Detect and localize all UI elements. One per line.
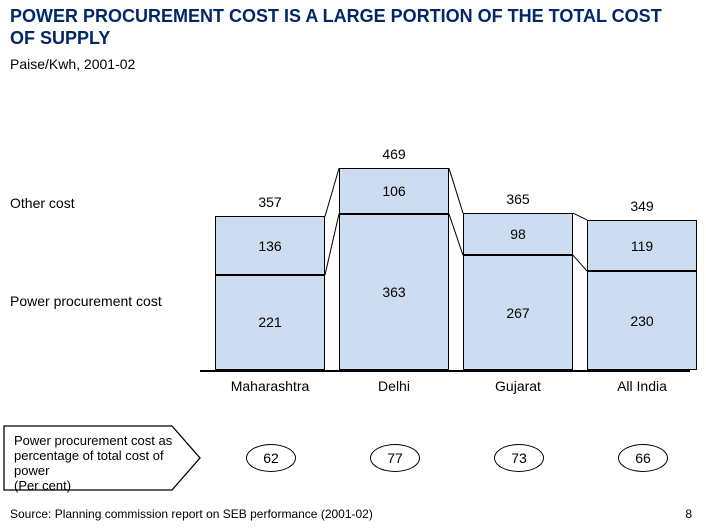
pct-oval: 66 — [618, 444, 668, 472]
pct-oval: 77 — [370, 444, 420, 472]
pct-label-box: Power procurement cost as percentage of … — [8, 430, 190, 498]
row-label-power-proc: Power procurement cost — [10, 293, 162, 309]
category-label: All India — [587, 378, 697, 394]
bar-group: 349119230All India — [587, 80, 697, 370]
category-label: Maharashtra — [215, 378, 325, 394]
bar-seg-other-cost: 119 — [587, 220, 697, 271]
pct-label-unit: (Per cent) — [14, 478, 71, 493]
page-number: 8 — [685, 507, 692, 521]
bar-seg-other-cost: 136 — [215, 216, 325, 274]
bar-group: 469106363Delhi — [339, 80, 449, 370]
pct-oval: 73 — [494, 444, 544, 472]
bar-group: 357136221Maharashtra — [215, 80, 325, 370]
page-title: POWER PROCUREMENT COST IS A LARGE PORTIO… — [10, 6, 670, 49]
bar-total-label: 365 — [463, 191, 573, 207]
bar-seg-power-proc: 363 — [339, 214, 449, 370]
bar-total-label: 357 — [215, 194, 325, 210]
bar-seg-other-cost: 98 — [463, 213, 573, 255]
pct-oval: 62 — [246, 444, 296, 472]
bar-total-label: 349 — [587, 198, 697, 214]
stacked-bar-chart: Other cost Power procurement cost 357 136… — [0, 80, 706, 380]
bar-seg-power-proc: 267 — [463, 255, 573, 370]
source-line: Source: Planning commission report on SE… — [10, 507, 373, 521]
pct-label-text: Power procurement cost as percentage of … — [14, 433, 172, 478]
category-label: Gujarat — [463, 378, 573, 394]
category-label: Delhi — [339, 378, 449, 394]
bar-seg-other-cost: 106 — [339, 168, 449, 214]
x-axis — [200, 370, 690, 372]
bar-seg-power-proc: 221 — [215, 275, 325, 370]
chart-subtitle: Paise/Kwh, 2001-02 — [10, 56, 135, 72]
row-label-other-cost: Other cost — [10, 195, 75, 211]
bar-group: 36598267Gujarat — [463, 80, 573, 370]
bar-seg-power-proc: 230 — [587, 271, 697, 370]
bar-total-label: 469 — [339, 146, 449, 162]
